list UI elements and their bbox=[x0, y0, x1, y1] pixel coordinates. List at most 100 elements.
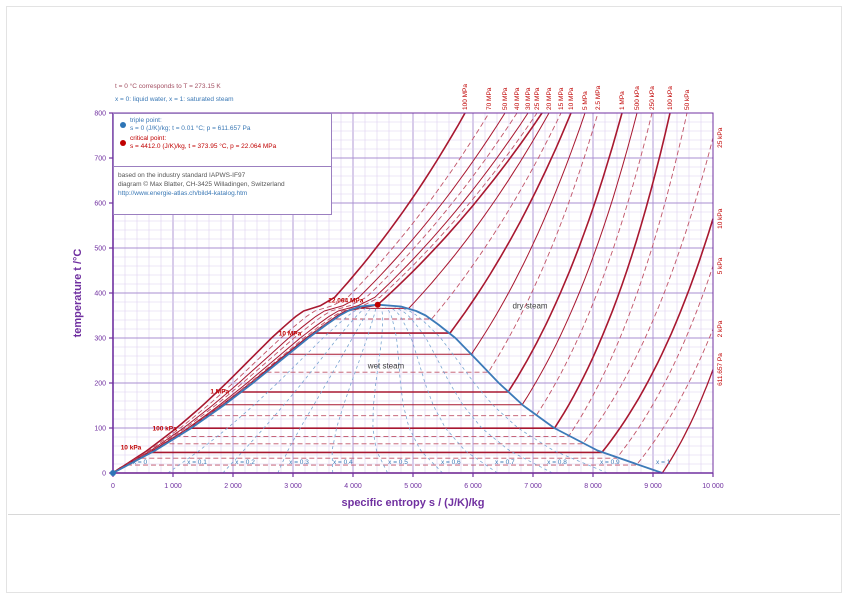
y-axis-title: temperature t /°C bbox=[72, 248, 84, 338]
plot-label-10-kPa: 10 kPa bbox=[121, 445, 142, 452]
quality-line-x-0.5 bbox=[372, 307, 388, 474]
saturation-dome-curve bbox=[112, 303, 663, 474]
y-tick-label: 300 bbox=[94, 336, 106, 343]
y-tick-label: 100 bbox=[94, 426, 106, 433]
plot-label-10-MPa: 10 MPa bbox=[279, 330, 302, 337]
page-frame bbox=[6, 6, 842, 593]
triple-point-marker-dot bbox=[110, 469, 116, 476]
isobar-curve-50-MPa bbox=[112, 112, 506, 474]
isobar-curve-5-kPa bbox=[112, 265, 714, 474]
x-tick-label: 2 000 bbox=[224, 483, 242, 490]
pressure-label-top-25-MPa: 25 MPa bbox=[534, 87, 541, 110]
pressure-label-top-100-MPa: 100 MPa bbox=[462, 84, 469, 110]
quality-line-x-0.7 bbox=[389, 307, 498, 474]
isobar-curve-2-kPa bbox=[112, 328, 714, 474]
x-tick-label: 7 000 bbox=[524, 483, 542, 490]
pressure-label-right-611-657-Pa: 611.657 Pa bbox=[717, 353, 724, 386]
pressure-label-right-25-kPa: 25 kPa bbox=[717, 127, 724, 148]
pressure-label-top-100-kPa: 100 kPa bbox=[667, 86, 674, 110]
y-tick-label: 800 bbox=[94, 111, 106, 118]
plot-label-100-kPa: 100 kPa bbox=[152, 425, 177, 432]
note-temperature-conversion: t = 0 °C corresponds to T = 273.15 K bbox=[115, 83, 221, 90]
quality-line-x-0.2 bbox=[222, 307, 368, 474]
page-divider-line bbox=[8, 514, 840, 515]
quality-label-x03: x = 0.3 bbox=[289, 459, 309, 466]
quality-label-x05: x = 0.5 bbox=[388, 459, 408, 466]
critical-point-marker-dot bbox=[374, 301, 381, 308]
pressure-label-top-50-kPa: 50 kPa bbox=[684, 89, 691, 110]
source-copyright-line: diagram © Max Blatter, CH-3425 Willading… bbox=[118, 181, 285, 188]
triple-point-values: s = 0 (J/K)/kg; t = 0.01 °C; p = 611.657… bbox=[130, 125, 251, 132]
pressure-label-top-70-MPa: 70 MPa bbox=[486, 87, 493, 110]
pressure-label-right-10-kPa: 10 kPa bbox=[717, 208, 724, 229]
isobar-curve-40-MPa bbox=[112, 112, 518, 474]
pressure-label-top-10-MPa: 10 MPa bbox=[568, 87, 575, 110]
x-tick-label: 10 000 bbox=[702, 483, 724, 490]
pressure-label-top-40-MPa: 40 MPa bbox=[514, 87, 521, 110]
legend-entry-critical-point: critical point: s = 4412.0 (J/K)/kg, t =… bbox=[118, 135, 327, 151]
y-tick-label: 700 bbox=[94, 156, 106, 163]
quality-label-x08: x = 0.8 bbox=[547, 459, 567, 466]
x-tick-label: 8 000 bbox=[584, 483, 602, 490]
triple-point-label: triple point: bbox=[130, 117, 162, 124]
quality-label-x01: x = 0.1 bbox=[187, 459, 207, 466]
y-tick-label: 400 bbox=[94, 291, 106, 298]
plot-label-wet-steam: wet steam bbox=[367, 362, 405, 371]
pressure-label-right-5-kPa: 5 kPa bbox=[717, 257, 724, 274]
isobar-curve-10-kPa bbox=[112, 218, 714, 474]
note-quality-definition: x = 0: liquid water, x = 1: saturated st… bbox=[115, 96, 234, 103]
x-tick-label: 9 000 bbox=[644, 483, 662, 490]
pressure-label-top-500-kPa: 500 kPa bbox=[634, 86, 641, 110]
y-tick-label: 600 bbox=[94, 201, 106, 208]
y-tick-label: 500 bbox=[94, 246, 106, 253]
x-tick-label: 3 000 bbox=[284, 483, 302, 490]
x-tick-label: 0 bbox=[111, 483, 115, 490]
quality-line-x-0.9 bbox=[399, 307, 608, 474]
quality-label-x0: x = 0 bbox=[133, 459, 148, 466]
x-tick-label: 5 000 bbox=[404, 483, 422, 490]
pressure-label-top-1-MPa: 1 MPa bbox=[619, 91, 626, 110]
pressure-label-right-2-kPa: 2 kPa bbox=[717, 320, 724, 337]
quality-line-x-0.3 bbox=[277, 307, 372, 474]
pressure-label-top-250-kPa: 250 kPa bbox=[649, 86, 656, 110]
isobar-curve-70-MPa bbox=[112, 112, 490, 474]
quality-label-x02: x = 0.2 bbox=[235, 459, 255, 466]
critical-point-values: s = 4412.0 (J/K)/kg, t = 373.95 °C, p = … bbox=[130, 143, 277, 150]
quality-label-x04: x = 0.4 bbox=[333, 459, 353, 466]
isobar-curve-30-MPa bbox=[112, 112, 529, 474]
isobar-curve-611-657-Pa bbox=[113, 369, 714, 474]
x-axis-title: specific entropy s / (J/K)/kg bbox=[341, 497, 485, 509]
source-url-line: http://www.energie-atlas.ch/bild4-katalo… bbox=[118, 190, 248, 197]
isobar-curve-100-MPa bbox=[112, 112, 466, 474]
quality-label-x06: x = 0.6 bbox=[441, 459, 461, 466]
quality-label-x09: x = 0.9 bbox=[600, 459, 620, 466]
legend-entry-triple-point: triple point: s = 0 (J/K)/kg; t = 0.01 °… bbox=[118, 117, 327, 133]
critical-point-legend-marker bbox=[120, 140, 126, 146]
plot-label-22-064-MPa: 22.064 MPa bbox=[328, 297, 363, 304]
legend-box: triple point: s = 0 (J/K)/kg; t = 0.01 °… bbox=[113, 113, 332, 167]
pressure-label-top-30-MPa: 30 MPa bbox=[525, 87, 532, 110]
x-tick-label: 4 000 bbox=[344, 483, 362, 490]
y-tick-label: 200 bbox=[94, 381, 106, 388]
quality-label-x1: x = 1 bbox=[656, 459, 671, 466]
source-box: based on the industry standard IAPWS-IF9… bbox=[113, 166, 332, 215]
critical-point-label: critical point: bbox=[130, 135, 167, 142]
x-tick-label: 1 000 bbox=[164, 483, 182, 490]
source-standard-line: based on the industry standard IAPWS-IF9… bbox=[118, 172, 246, 179]
pressure-label-top-2-5-MPa: 2.5 MPa bbox=[595, 85, 602, 110]
quality-line-x-0.4 bbox=[331, 307, 377, 474]
isobar-curve-2-5-MPa bbox=[112, 112, 599, 474]
pressure-label-top-15-MPa: 15 MPa bbox=[558, 87, 565, 110]
y-tick-label: 0 bbox=[102, 471, 106, 478]
plot-label-dry-steam: dry steam bbox=[512, 301, 547, 310]
pressure-label-top-20-MPa: 20 MPa bbox=[546, 87, 553, 110]
pressure-label-top-5-MPa: 5 MPa bbox=[582, 91, 589, 110]
triple-point-legend-marker bbox=[120, 122, 126, 128]
x-tick-label: 6 000 bbox=[464, 483, 482, 490]
plot-label-1-MPa: 1 MPa bbox=[210, 388, 229, 395]
quality-line-x-0.6 bbox=[385, 307, 443, 474]
quality-line-x-0.8 bbox=[394, 307, 553, 474]
pressure-label-top-50-MPa: 50 MPa bbox=[502, 87, 509, 110]
quality-line-x-0.1 bbox=[167, 307, 363, 474]
